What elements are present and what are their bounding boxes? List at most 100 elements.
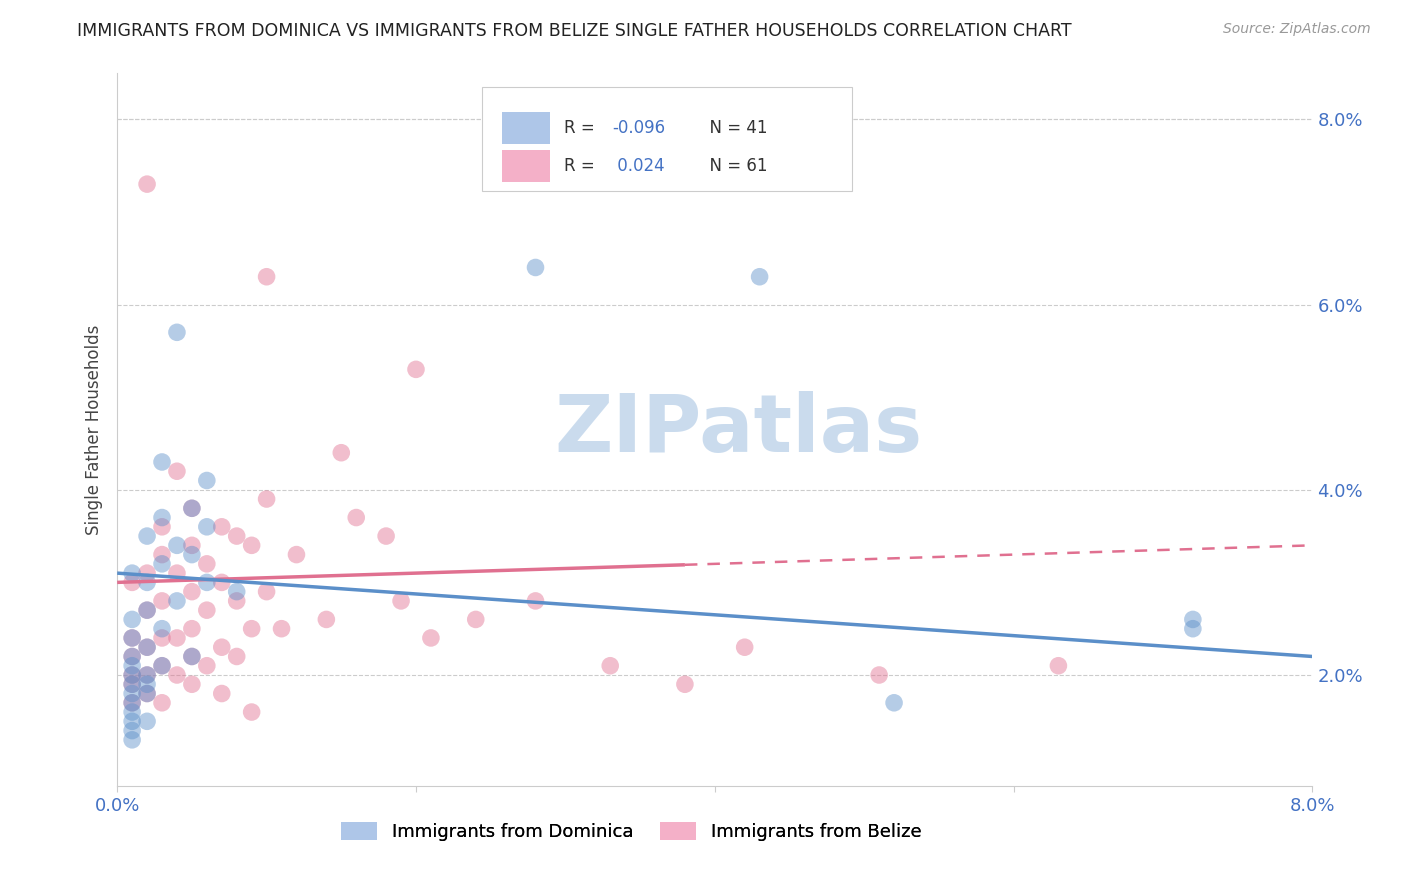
Point [136, 177, 159, 191]
Point [150, 510, 173, 524]
Text: ZIPatlas: ZIPatlas [554, 391, 922, 468]
Point [121, 649, 143, 664]
Point [195, 474, 218, 488]
Point [121, 575, 143, 590]
Point [121, 631, 143, 645]
Point [180, 501, 202, 516]
Point [211, 575, 233, 590]
Point [211, 520, 233, 534]
Point [150, 594, 173, 608]
Point [240, 705, 263, 719]
Point [166, 668, 188, 682]
Point [121, 658, 143, 673]
Text: N = 41: N = 41 [699, 119, 768, 136]
Point [868, 668, 890, 682]
Point [166, 464, 188, 478]
Point [136, 640, 159, 655]
Point [121, 705, 143, 719]
Point [121, 677, 143, 691]
Point [121, 723, 143, 738]
Point [166, 631, 188, 645]
Point [121, 696, 143, 710]
Point [1047, 658, 1070, 673]
Point [195, 603, 218, 617]
FancyBboxPatch shape [482, 87, 852, 191]
Point [225, 584, 247, 599]
Point [270, 622, 292, 636]
Point [121, 566, 143, 581]
Point [166, 566, 188, 581]
Point [150, 520, 173, 534]
Point [734, 640, 756, 655]
Point [136, 686, 159, 700]
Point [150, 658, 173, 673]
Point [180, 677, 202, 691]
Point [136, 668, 159, 682]
Point [180, 584, 202, 599]
Point [121, 668, 143, 682]
Point [150, 455, 173, 469]
Point [1181, 622, 1204, 636]
Point [166, 594, 188, 608]
Point [344, 510, 367, 524]
Point [136, 603, 159, 617]
Text: R =: R = [564, 119, 600, 136]
Text: Source: ZipAtlas.com: Source: ZipAtlas.com [1223, 22, 1371, 37]
Point [180, 501, 202, 516]
Point [180, 548, 202, 562]
Point [225, 594, 247, 608]
Point [150, 696, 173, 710]
Point [121, 714, 143, 729]
Point [315, 612, 337, 626]
Point [211, 640, 233, 655]
Point [180, 649, 202, 664]
Point [1181, 612, 1204, 626]
Point [136, 603, 159, 617]
Point [166, 326, 188, 340]
Point [136, 714, 159, 729]
Point [150, 622, 173, 636]
Point [166, 538, 188, 552]
Point [136, 640, 159, 655]
Point [121, 631, 143, 645]
Point [150, 631, 173, 645]
Point [524, 594, 547, 608]
Text: -0.096: -0.096 [612, 119, 665, 136]
Point [375, 529, 398, 543]
Point [136, 566, 159, 581]
Text: R =: R = [564, 157, 600, 175]
Point [180, 622, 202, 636]
Point [524, 260, 547, 275]
Point [285, 548, 308, 562]
Point [211, 686, 233, 700]
Point [225, 649, 247, 664]
Point [225, 529, 247, 543]
Y-axis label: Single Father Households: Single Father Households [86, 325, 103, 534]
Text: IMMIGRANTS FROM DOMINICA VS IMMIGRANTS FROM BELIZE SINGLE FATHER HOUSEHOLDS CORR: IMMIGRANTS FROM DOMINICA VS IMMIGRANTS F… [77, 22, 1071, 40]
Point [195, 557, 218, 571]
Point [240, 622, 263, 636]
Text: N = 61: N = 61 [699, 157, 768, 175]
Point [121, 649, 143, 664]
Point [136, 529, 159, 543]
Point [464, 612, 486, 626]
Point [883, 696, 905, 710]
Point [121, 696, 143, 710]
Point [256, 491, 278, 506]
Point [405, 362, 427, 376]
Point [599, 658, 621, 673]
Point [121, 612, 143, 626]
FancyBboxPatch shape [502, 112, 550, 144]
Point [240, 538, 263, 552]
Point [330, 446, 353, 460]
Point [673, 677, 696, 691]
Point [121, 668, 143, 682]
Point [150, 557, 173, 571]
Point [389, 594, 412, 608]
Point [195, 658, 218, 673]
Point [121, 686, 143, 700]
Point [195, 520, 218, 534]
Point [136, 677, 159, 691]
Point [136, 575, 159, 590]
Point [136, 668, 159, 682]
